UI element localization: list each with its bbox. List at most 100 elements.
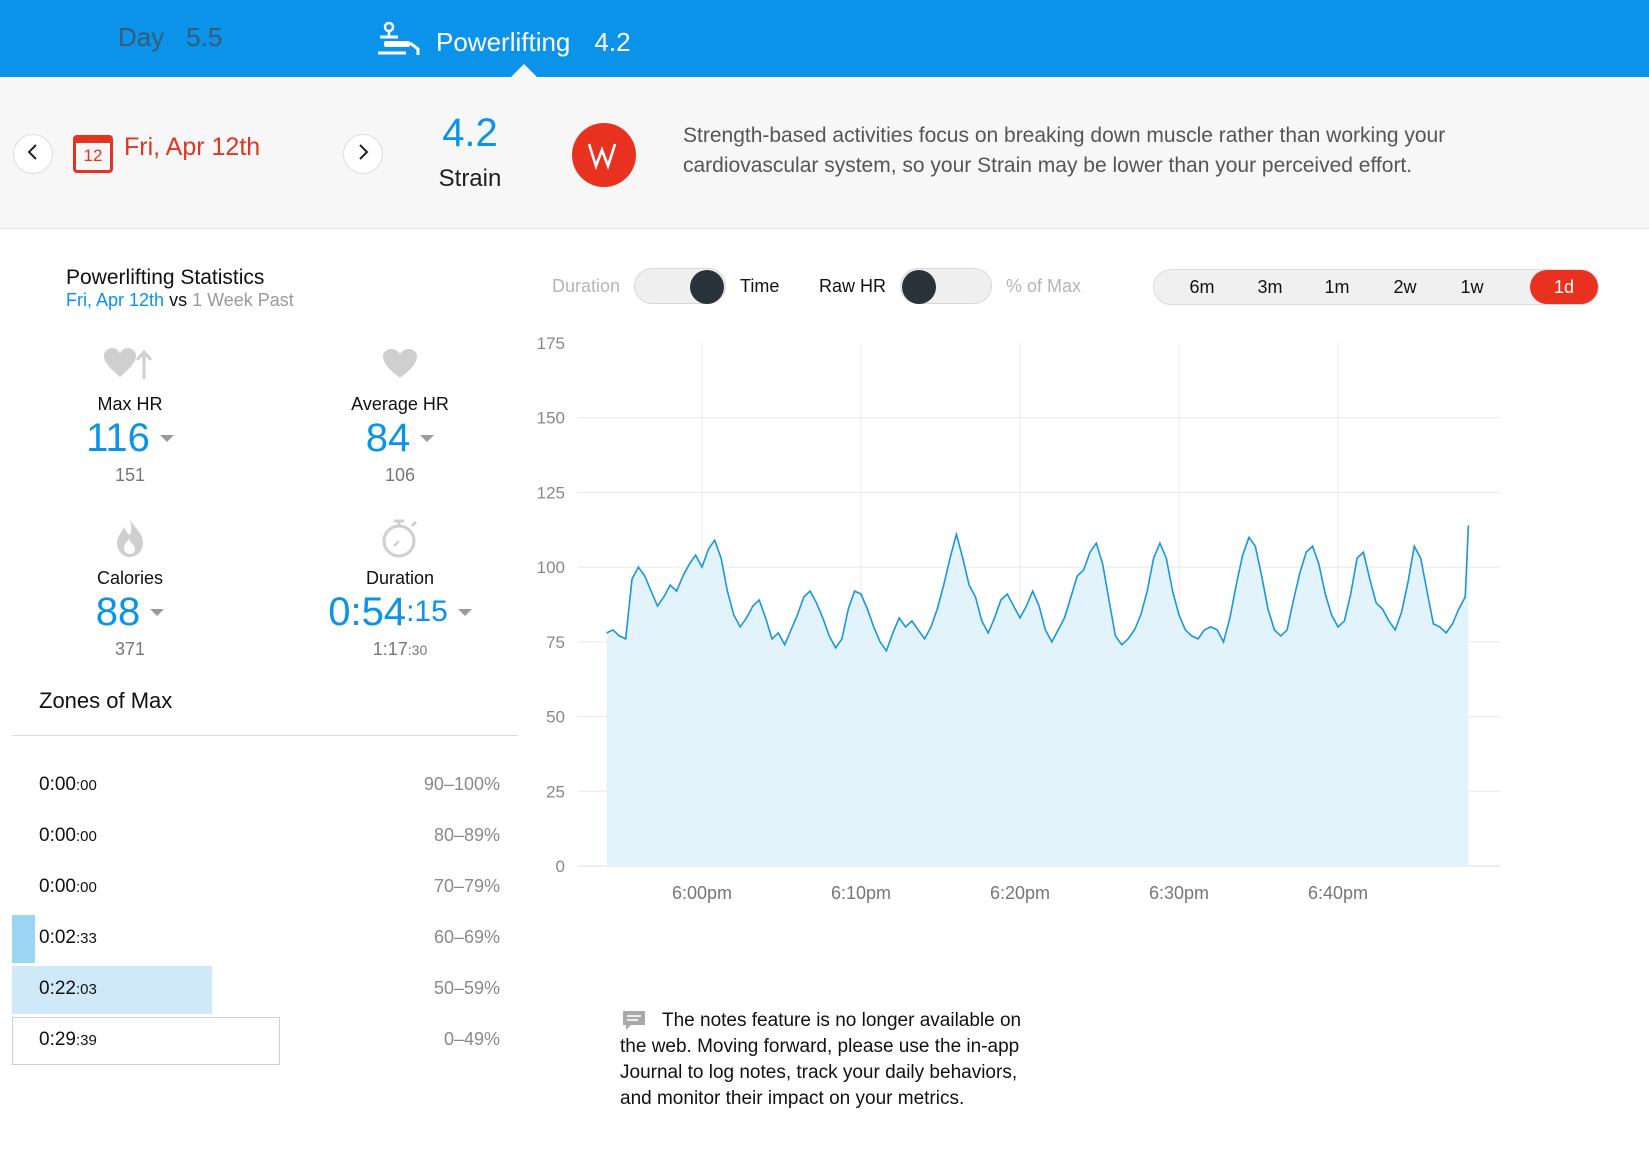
- zone-time: 0:00:00: [39, 825, 97, 846]
- caret-down-icon: [150, 608, 165, 616]
- caret-down-icon: [457, 608, 472, 616]
- calories-stat: Calories 88 371: [20, 518, 240, 660]
- tab-day-strain: 5.5: [186, 22, 223, 52]
- stats-title: Powerlifting Statistics: [66, 266, 265, 289]
- duration-compare-seconds: :30: [407, 642, 428, 658]
- duration-label: Duration: [365, 568, 435, 588]
- zone-bar: [12, 1017, 280, 1065]
- range-1w[interactable]: 1w: [1460, 277, 1484, 297]
- calories-label: Calories: [96, 568, 164, 588]
- selected-date[interactable]: Fri, Apr 12th: [124, 133, 261, 161]
- tab-powerlifting-label: Powerlifting: [436, 27, 571, 57]
- zone-range: 0–49%: [443, 1029, 500, 1049]
- max-hr-compare: 151: [114, 465, 146, 485]
- zones-title: Zones of Max: [39, 688, 173, 713]
- duration-compare: 1:17: [372, 639, 408, 659]
- max-hr-stat: Max HR 116 151: [20, 344, 240, 486]
- chevron-right-icon: [356, 143, 370, 166]
- duration-option[interactable]: Duration: [552, 275, 621, 296]
- stopwatch-icon: [290, 518, 510, 558]
- calories-compare: 371: [114, 639, 146, 659]
- stats-period: 1 Week Past: [192, 290, 294, 310]
- comment-icon: [622, 1010, 646, 1037]
- y-tick-label: 100: [537, 558, 565, 577]
- tab-powerlifting[interactable]: Powerlifting 4.2: [376, 21, 631, 63]
- max-hr-value: 116: [86, 416, 150, 460]
- y-tick-label: 25: [546, 782, 565, 801]
- x-tick-label: 6:20pm: [990, 883, 1050, 903]
- zone-row: 0:00:00 90–100%: [12, 762, 500, 810]
- zone-row: 0:22:03 50–59%: [12, 966, 500, 1014]
- strain-label: Strain: [438, 165, 502, 192]
- average-hr-compare: 106: [384, 465, 416, 485]
- zone-range: 50–59%: [433, 978, 500, 998]
- x-tick-label: 6:30pm: [1149, 883, 1209, 903]
- zone-row: 0:00:00 70–79%: [12, 864, 500, 912]
- duration-time-toggle: Duration Time: [552, 268, 779, 304]
- time-option[interactable]: Time: [740, 275, 780, 296]
- zone-range: 80–89%: [433, 825, 500, 845]
- zone-time: 0:00:00: [39, 774, 97, 795]
- active-tab-caret: [510, 64, 538, 78]
- x-tick-label: 6:40pm: [1308, 883, 1368, 903]
- zone-range: 60–69%: [433, 927, 500, 947]
- zone-row: 0:02:33 60–69%: [12, 915, 500, 963]
- tab-powerlifting-strain: 4.2: [594, 27, 631, 57]
- next-day-button[interactable]: [343, 134, 383, 174]
- caret-down-icon: [159, 434, 174, 442]
- y-tick-label: 50: [546, 708, 565, 727]
- zone-time: 0:29:39: [39, 1029, 97, 1050]
- y-tick-label: 0: [556, 857, 565, 876]
- notes-deprecation-message: The notes feature is no longer available…: [620, 1010, 1022, 1109]
- average-hr-stat: Average HR 84 106: [290, 344, 510, 486]
- y-tick-label: 75: [546, 633, 565, 652]
- time-range-selector: 6m 3m 1m 2w 1w 1d: [1153, 269, 1599, 305]
- zone-time: 0:02:33: [39, 927, 97, 948]
- heart-up-icon: [20, 344, 240, 384]
- range-6m[interactable]: 6m: [1189, 277, 1215, 297]
- x-tick-label: 6:00pm: [672, 883, 732, 903]
- powerlifting-icon: [376, 21, 422, 63]
- stats-vs: vs: [169, 290, 188, 310]
- range-1d[interactable]: 1d: [1530, 270, 1598, 304]
- hr-mode-switch[interactable]: [900, 268, 993, 304]
- stats-comparison: Fri, Apr 12th vs 1 Week Past: [66, 290, 294, 311]
- activity-header: 12 Fri, Apr 12th 4.2 Strain Strength-bas…: [0, 77, 1649, 229]
- range-3m[interactable]: 3m: [1257, 277, 1283, 297]
- max-hr-label: Max HR: [97, 394, 163, 414]
- caret-down-icon: [420, 434, 435, 442]
- calendar-icon[interactable]: 12: [73, 135, 113, 173]
- strain-value: 4.2: [442, 111, 498, 155]
- zone-row: 0:00:00 80–89%: [12, 813, 500, 861]
- zone-row: 0:29:39 0–49%: [12, 1017, 500, 1065]
- percent-of-max-option[interactable]: % of Max: [1006, 275, 1082, 296]
- hr-mode-toggle: Raw HR % of Max: [819, 268, 1081, 304]
- strain-logo-icon: [572, 123, 636, 187]
- raw-hr-option[interactable]: Raw HR: [819, 275, 887, 296]
- tab-day-label: Day: [118, 22, 165, 52]
- divider: [12, 735, 518, 736]
- zone-time: 0:00:00: [39, 876, 97, 897]
- switch-knob: [690, 270, 725, 304]
- tab-day[interactable]: Day 5.5: [118, 22, 222, 53]
- hr-line: [606, 525, 1470, 653]
- calories-value: 88: [95, 590, 141, 634]
- range-2w[interactable]: 2w: [1393, 277, 1417, 297]
- duration-time-switch[interactable]: [634, 268, 727, 304]
- stats-date: Fri, Apr 12th: [66, 290, 165, 310]
- zone-range: 70–79%: [433, 876, 500, 896]
- switch-knob: [902, 270, 937, 304]
- duration-value: 0:54: [328, 590, 407, 634]
- range-1m[interactable]: 1m: [1324, 277, 1350, 297]
- chevron-left-icon: [26, 143, 40, 166]
- previous-day-button[interactable]: [13, 134, 53, 174]
- calendar-day-number: 12: [83, 146, 103, 165]
- hr-area: [606, 525, 1469, 866]
- heart-icon: [290, 344, 510, 384]
- zone-time: 0:22:03: [39, 978, 97, 999]
- zone-bar: [12, 915, 35, 963]
- zone-bar: [12, 966, 212, 1014]
- strain-explanation: Strength-based activities focus on break…: [683, 124, 1446, 177]
- flame-icon: [20, 518, 240, 558]
- duration-value-seconds: :15: [406, 595, 448, 628]
